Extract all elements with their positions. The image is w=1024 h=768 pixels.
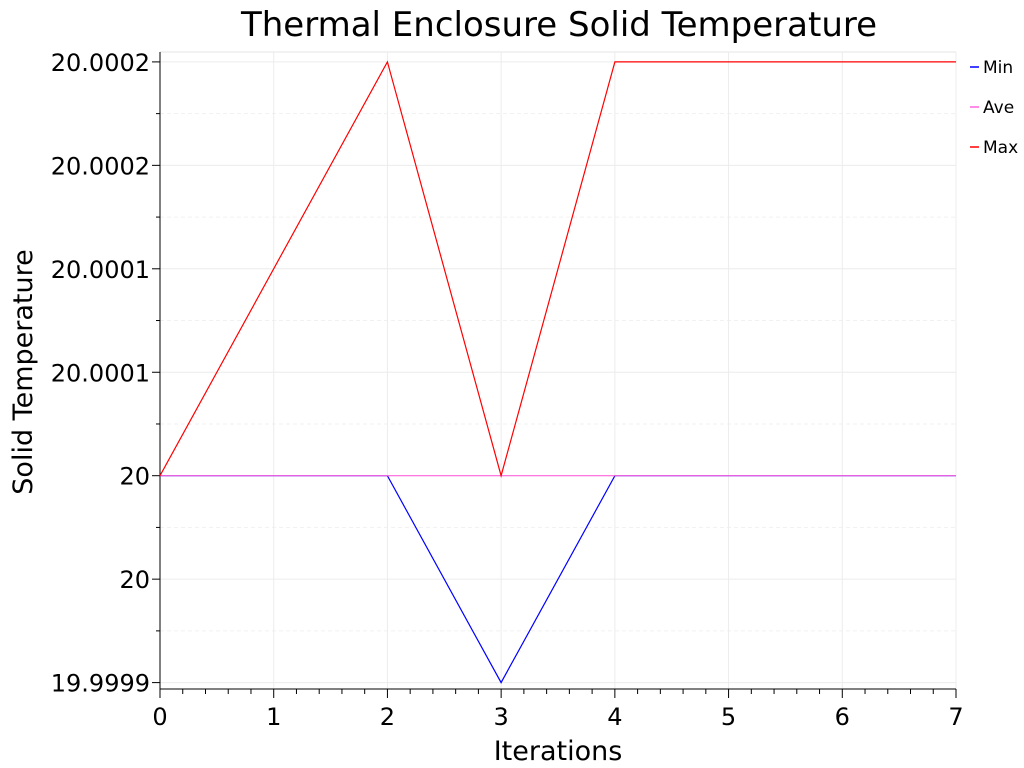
x-tick-label: 4: [607, 703, 622, 731]
legend-label-min: Min: [983, 58, 1013, 78]
y-tick-label: 20.0002: [51, 152, 150, 180]
x-tick-label: 2: [380, 703, 395, 731]
legend: Min Ave Max: [970, 58, 1018, 158]
x-tick-label: 1: [266, 703, 281, 731]
y-axis: 19.9999 20 20 20.0001 20.0001 20.0002 20.0002: [51, 49, 161, 698]
legend-label-ave: Ave: [983, 98, 1014, 118]
y-tick-label: 20: [119, 463, 150, 491]
x-tick-label: 6: [835, 703, 850, 731]
y-tick-label: 20.0002: [51, 49, 150, 77]
x-tick-label: 3: [494, 703, 509, 731]
series-lines: [159, 60, 956, 684]
series-line-max: [159, 60, 956, 478]
y-axis-title: Solid Temperature: [8, 249, 39, 494]
y-tick-label: 20: [119, 566, 150, 594]
x-tick-label: 0: [152, 703, 167, 731]
y-tick-label: 20.0001: [51, 359, 150, 387]
y-tick-label: 19.9999: [51, 670, 150, 698]
x-tick-label: 5: [721, 703, 736, 731]
x-axis-title: Iterations: [494, 736, 623, 767]
y-tick-label: 20.0001: [51, 256, 150, 284]
legend-label-max: Max: [983, 138, 1018, 158]
x-tick-label: 7: [948, 703, 963, 731]
x-axis: 0 1 2 3 4 5 6 7: [152, 688, 964, 731]
chart-title: Thermal Enclosure Solid Temperature: [240, 5, 877, 45]
grid: [160, 51, 957, 689]
